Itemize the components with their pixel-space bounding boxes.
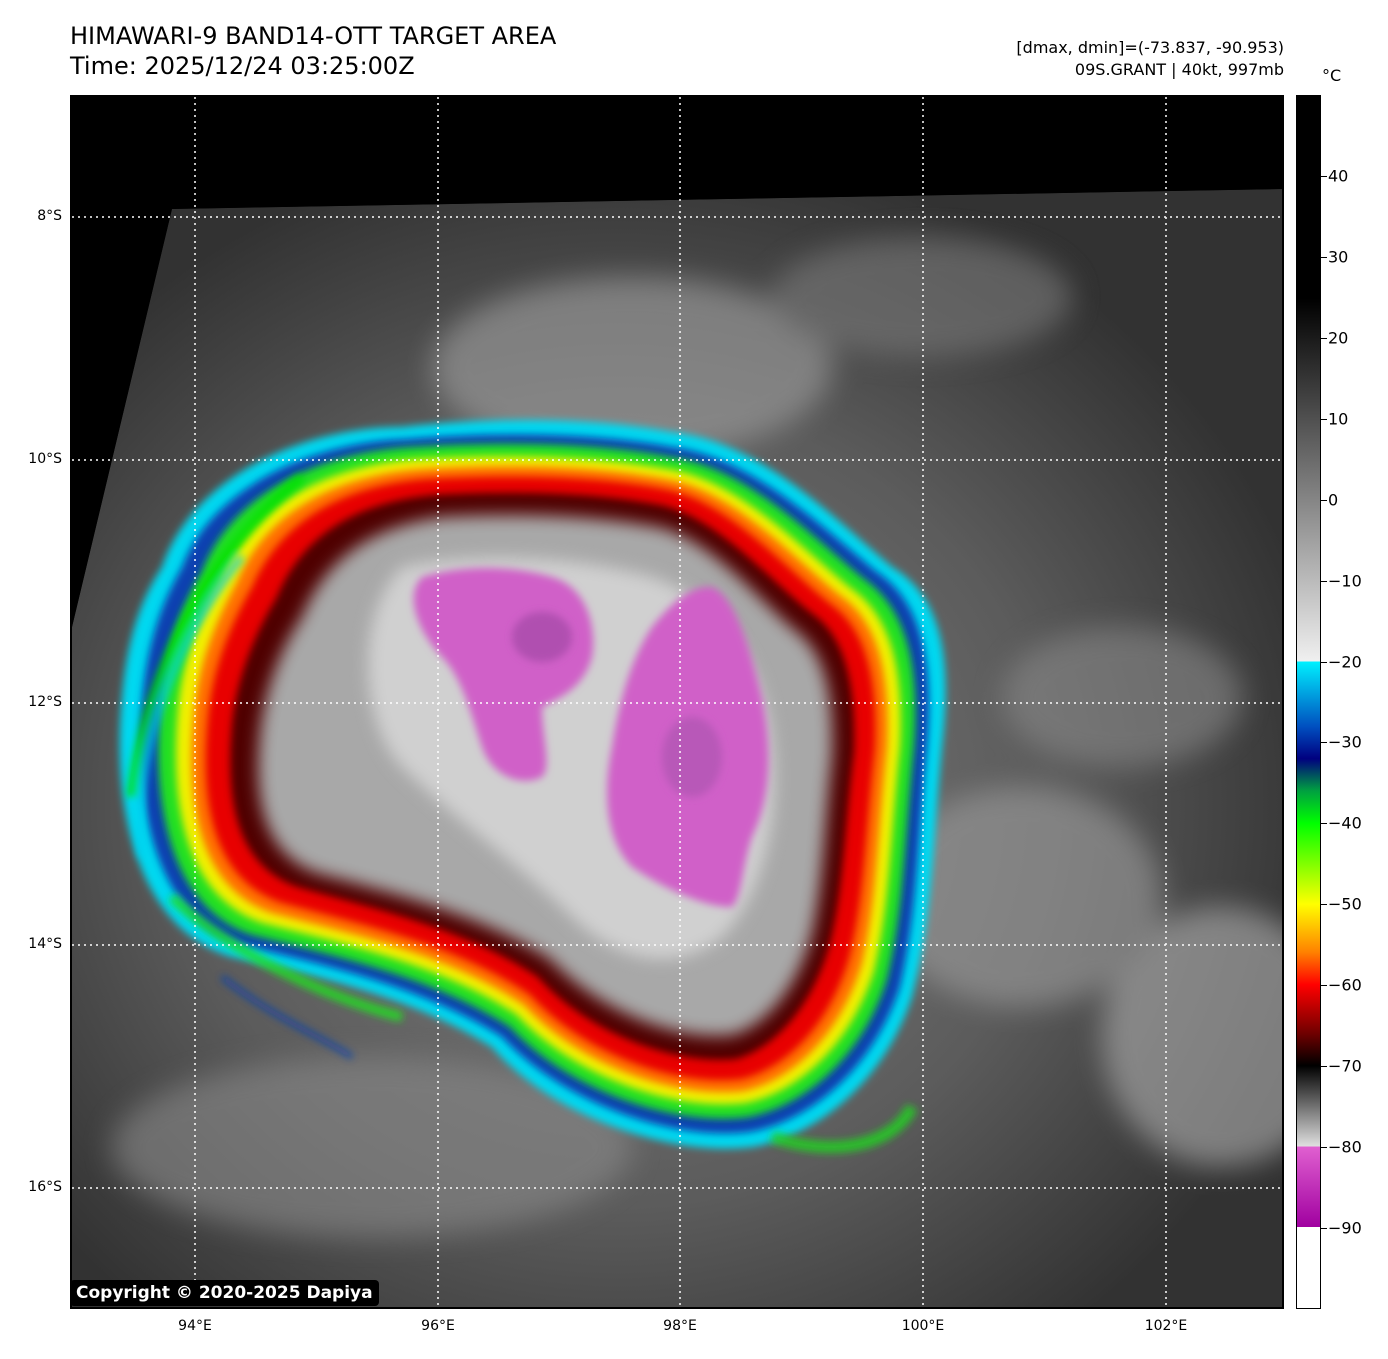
- colorbar-tick-label: −40: [1328, 813, 1362, 833]
- colorbar-tick-mark: [1321, 823, 1327, 825]
- scattered-clouds: [112, 237, 1282, 1237]
- colorbar-tick-label: 20: [1328, 328, 1349, 348]
- timestamp-title: Time: 2025/12/24 03:25:00Z: [70, 52, 415, 80]
- feeder-bands: [127, 473, 918, 1153]
- colorbar-tick-mark: [1321, 256, 1327, 258]
- lat-label-10s: 10°S: [28, 451, 62, 467]
- colorbar-tick-label: 30: [1328, 247, 1349, 267]
- colorbar-tick-mark: [1321, 580, 1327, 582]
- lon-label-100e: 100°E: [901, 1318, 945, 1334]
- chart-title: HIMAWARI-9 BAND14-OTT TARGET AREA: [70, 22, 557, 50]
- colorbar-tick-mark: [1321, 661, 1327, 663]
- coldest-spot: [662, 717, 722, 797]
- lat-label-12s: 12°S: [28, 694, 62, 710]
- colorbar-tick-mark: [1321, 985, 1327, 987]
- lon-label-98e: 98°E: [663, 1318, 697, 1334]
- colorbar-tick-label: −60: [1328, 975, 1362, 995]
- colorbar-tick-label: −50: [1328, 894, 1362, 914]
- colorbar-tick-mark: [1321, 1147, 1327, 1149]
- lon-label-96e: 96°E: [421, 1318, 455, 1334]
- colorbar-tick-mark: [1321, 1066, 1327, 1068]
- lon-label-102e: 102°E: [1144, 1318, 1188, 1334]
- coldest-spot: [512, 612, 572, 662]
- colorbar-tick-label: 0: [1328, 490, 1339, 510]
- colorbar-unit: °C: [1322, 66, 1342, 85]
- colorbar-tick-label: −90: [1328, 1218, 1362, 1238]
- graticule: [72, 97, 1282, 1307]
- colorbar-tick-label: 10: [1328, 409, 1349, 429]
- lat-label-14s: 14°S: [28, 936, 62, 952]
- no-data-region: [72, 97, 1282, 627]
- colorbar-tick-label: −30: [1328, 732, 1362, 752]
- colorbar-tick-mark: [1321, 337, 1327, 339]
- colorbar-tick-mark: [1321, 499, 1327, 501]
- lat-label-16s: 16°S: [28, 1179, 62, 1195]
- colorbar-tick-label: −10: [1328, 571, 1362, 591]
- colorbar-tick-mark: [1321, 1228, 1327, 1230]
- colorbar-tick-label: 40: [1328, 166, 1349, 186]
- copyright-notice: Copyright © 2020-2025 Dapiya: [70, 1280, 379, 1306]
- storm-info: 09S.GRANT | 40kt, 997mb: [1074, 60, 1284, 79]
- colorbar-tick-mark: [1321, 904, 1327, 906]
- colorbar-tick-mark: [1321, 742, 1327, 744]
- colorbar-tick-label: −70: [1328, 1056, 1362, 1076]
- data-range-readout: [dmax, dmin]=(-73.837, -90.953): [1016, 38, 1284, 57]
- satellite-map: [70, 95, 1284, 1309]
- colorbar-tick-label: −80: [1328, 1137, 1362, 1157]
- colorbar-tick-mark: [1321, 418, 1327, 420]
- colorbar-tick-label: −20: [1328, 652, 1362, 672]
- lon-label-94e: 94°E: [178, 1318, 212, 1334]
- colorbar: [1296, 95, 1321, 1309]
- lat-label-8s: 8°S: [37, 208, 62, 224]
- colorbar-tick-mark: [1321, 175, 1327, 177]
- satellite-imagery: [72, 97, 1282, 1307]
